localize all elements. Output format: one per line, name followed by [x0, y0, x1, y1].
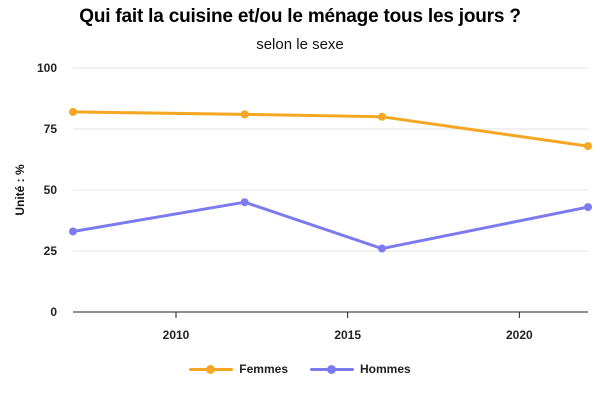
x-tick-label: 2020	[506, 328, 533, 342]
data-point-hommes[interactable]	[69, 227, 77, 236]
legend-label: Femmes	[239, 362, 288, 376]
x-tick-label: 2010	[163, 328, 190, 342]
y-tick-label: 0	[50, 305, 57, 319]
series-line-femmes	[71, 110, 590, 148]
y-axis-ticks: 0 25 50 75 100	[37, 61, 57, 319]
y-tick-label: 75	[44, 122, 58, 136]
y-tick-label: 25	[44, 244, 58, 258]
chart-title: Qui fait la cuisine et/ou le ménage tous…	[79, 6, 521, 27]
y-tick-label: 100	[37, 61, 57, 75]
data-point-hommes[interactable]	[240, 198, 249, 207]
data-point-femmes[interactable]	[69, 107, 77, 116]
legend-item-femmes[interactable]: Femmes	[189, 361, 288, 377]
data-point-femmes[interactable]	[240, 110, 249, 119]
series-group	[69, 107, 592, 253]
series-line-hommes	[71, 200, 590, 251]
data-point-femmes[interactable]	[584, 142, 592, 151]
x-axis-ticks: 2010 2015 2020	[163, 312, 533, 342]
legend: Femmes Hommes	[0, 361, 600, 377]
chart-subtitle: selon le sexe	[256, 36, 344, 53]
legend-item-hommes[interactable]: Hommes	[310, 361, 411, 377]
y-axis-label: Unité : %	[13, 164, 27, 216]
x-tick-label: 2015	[334, 328, 361, 342]
data-point-femmes[interactable]	[378, 112, 386, 121]
gridlines	[73, 67, 588, 252]
legend-swatch	[189, 361, 234, 377]
legend-swatch	[310, 361, 354, 377]
data-point-hommes[interactable]	[378, 244, 386, 253]
y-tick-label: 50	[44, 183, 58, 197]
legend-label: Hommes	[360, 362, 411, 376]
data-point-hommes[interactable]	[584, 203, 592, 212]
